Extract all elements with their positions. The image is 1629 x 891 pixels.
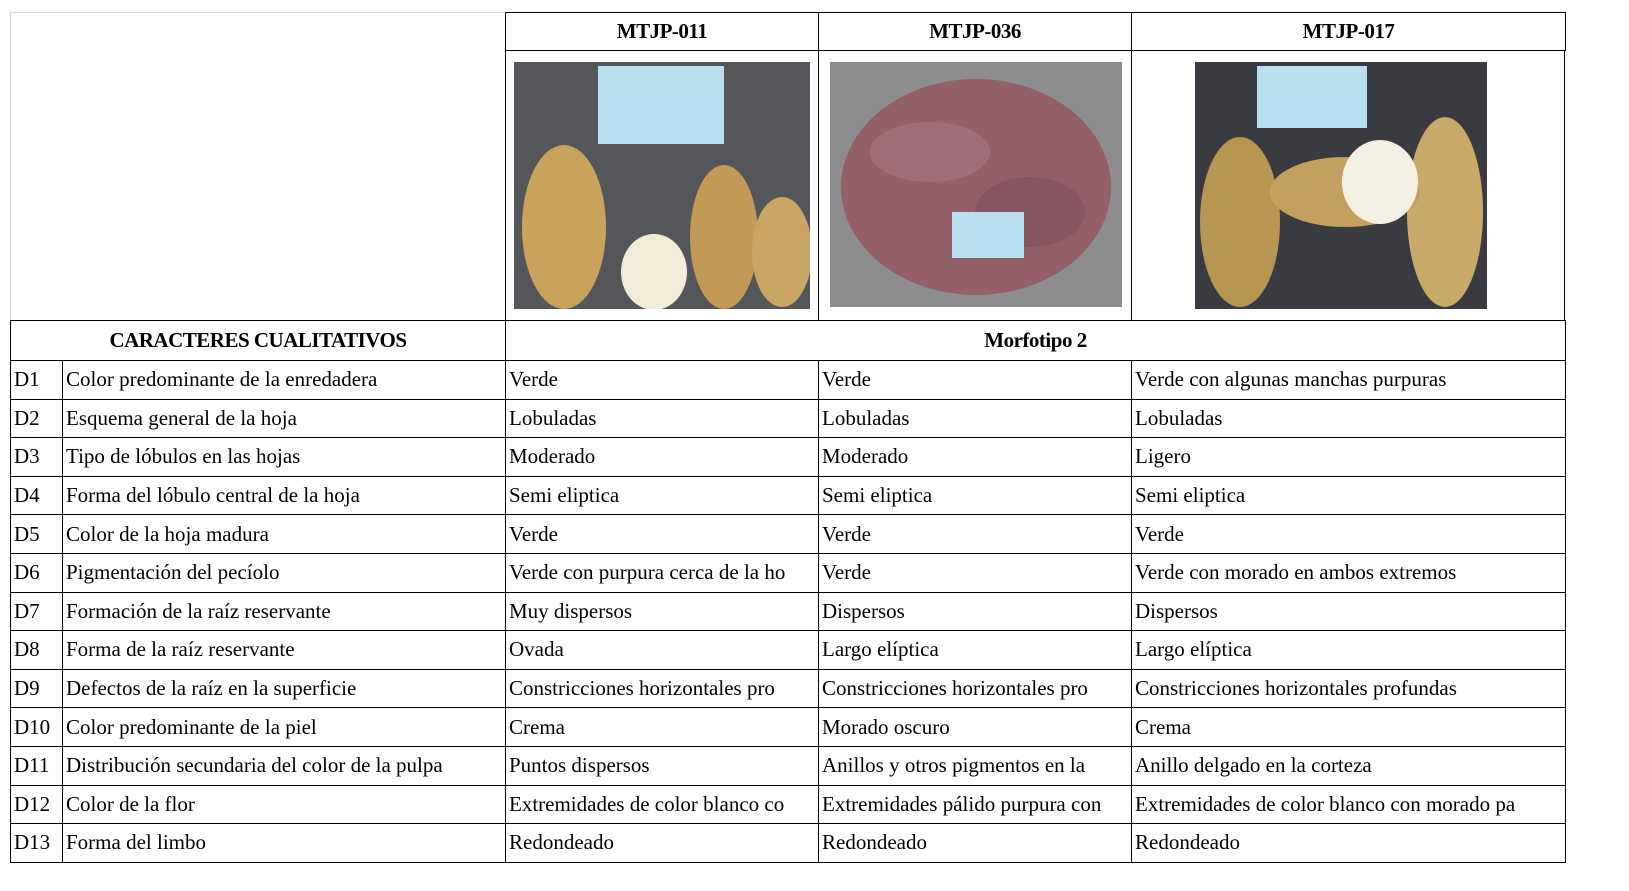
value-cell: Largo elíptica — [818, 630, 1132, 670]
value-cell: Verde — [505, 360, 819, 400]
row-code: D11 — [10, 746, 63, 786]
row-code: D5 — [10, 514, 63, 554]
row-code: D3 — [10, 437, 63, 477]
value-cell: Constricciones horizontales pro — [818, 668, 1132, 709]
value-cell: Largo elíptica — [1131, 630, 1566, 670]
value-cell: Redondeado — [505, 823, 819, 863]
value-cell: Verde con morado en ambos extremos — [1131, 553, 1566, 593]
value-cell: Morado oscuro — [818, 707, 1132, 747]
value-cell: Ligero — [1131, 437, 1566, 477]
value-cell: Extremidades pálido purpura con — [818, 784, 1132, 825]
row-descriptor: Defectos de la raíz en la superficie — [62, 668, 506, 709]
photo — [830, 62, 1122, 307]
row-code: D8 — [10, 630, 63, 670]
group-label: Morfotipo 2 — [505, 320, 1566, 361]
photo — [1195, 62, 1487, 309]
value-cell: Extremidades de color blanco con morado … — [1131, 784, 1566, 825]
row-code: D13 — [10, 823, 63, 863]
row-code: D4 — [10, 475, 63, 516]
row-descriptor: Color predominante de la piel — [62, 707, 506, 747]
value-cell: Verde con algunas manchas purpuras — [1131, 360, 1566, 400]
value-cell: Constricciones horizontales profundas — [1131, 668, 1566, 709]
value-cell: Anillos y otros pigmentos en la — [818, 746, 1132, 786]
value-cell: Lobuladas — [505, 398, 819, 439]
row-code: D9 — [10, 668, 63, 709]
photo — [514, 62, 810, 309]
row-descriptor: Esquema general de la hoja — [62, 398, 506, 439]
accession-header: MTJP-036 — [818, 12, 1132, 51]
row-code: D12 — [10, 784, 63, 825]
value-cell: Constricciones horizontales pro — [505, 668, 819, 709]
value-cell: Verde — [818, 514, 1132, 554]
row-descriptor: Tipo de lóbulos en las hojas — [62, 437, 506, 477]
row-code: D10 — [10, 707, 63, 747]
row-descriptor: Color de la flor — [62, 784, 506, 825]
row-code: D1 — [10, 360, 63, 400]
value-cell: Moderado — [505, 437, 819, 477]
value-cell: Verde con purpura cerca de la ho — [505, 553, 819, 593]
value-cell: Semi eliptica — [505, 475, 819, 516]
value-cell: Dispersos — [1131, 591, 1566, 632]
value-cell: Verde — [1131, 514, 1566, 554]
row-code: D7 — [10, 591, 63, 632]
value-cell: Redondeado — [818, 823, 1132, 863]
value-cell: Lobuladas — [818, 398, 1132, 439]
section-label: CARACTERES CUALITATIVOS — [10, 320, 506, 361]
row-descriptor: Forma de la raíz reservante — [62, 630, 506, 670]
row-code: D6 — [10, 553, 63, 593]
value-cell: Semi eliptica — [818, 475, 1132, 516]
value-cell: Crema — [1131, 707, 1566, 747]
value-cell: Lobuladas — [1131, 398, 1566, 439]
empty-corner — [10, 12, 506, 321]
value-cell: Extremidades de color blanco co — [505, 784, 819, 825]
row-descriptor: Formación de la raíz reservante — [62, 591, 506, 632]
value-cell: Semi eliptica — [1131, 475, 1566, 516]
accession-header: MTJP-017 — [1131, 12, 1566, 51]
row-descriptor: Distribución secundaria del color de la … — [62, 746, 506, 786]
row-descriptor: Color de la hoja madura — [62, 514, 506, 554]
row-descriptor: Forma del lóbulo central de la hoja — [62, 475, 506, 516]
value-cell: Crema — [505, 707, 819, 747]
value-cell: Puntos dispersos — [505, 746, 819, 786]
accession-header: MTJP-011 — [505, 12, 819, 51]
value-cell: Verde — [818, 553, 1132, 593]
value-cell: Anillo delgado en la corteza — [1131, 746, 1566, 786]
row-descriptor: Forma del limbo — [62, 823, 506, 863]
value-cell: Dispersos — [818, 591, 1132, 632]
row-descriptor: Pigmentación del pecíolo — [62, 553, 506, 593]
value-cell: Verde — [818, 360, 1132, 400]
value-cell: Moderado — [818, 437, 1132, 477]
value-cell: Redondeado — [1131, 823, 1566, 863]
value-cell: Ovada — [505, 630, 819, 670]
value-cell: Muy dispersos — [505, 591, 819, 632]
value-cell: Verde — [505, 514, 819, 554]
row-descriptor: Color predominante de la enredadera — [62, 360, 506, 400]
row-code: D2 — [10, 398, 63, 439]
